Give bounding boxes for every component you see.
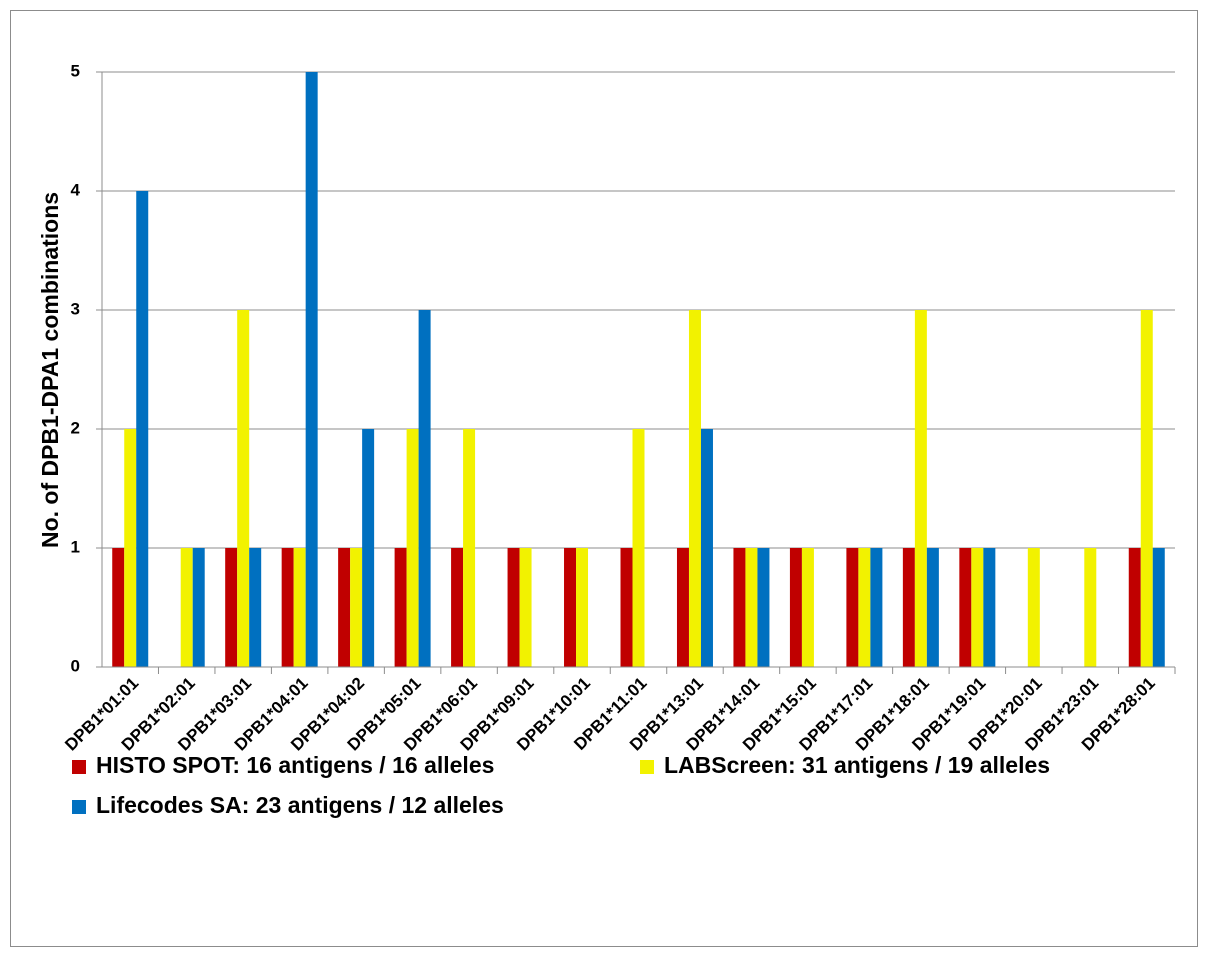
bar bbox=[1152, 548, 1165, 667]
bar bbox=[858, 548, 871, 667]
bar bbox=[576, 548, 589, 667]
legend-label: HISTO SPOT: 16 antigens / 16 alleles bbox=[96, 752, 494, 778]
bar bbox=[180, 548, 193, 667]
bar bbox=[225, 548, 238, 667]
bar bbox=[281, 548, 294, 667]
bar bbox=[926, 548, 939, 667]
bar bbox=[406, 429, 419, 667]
bar bbox=[914, 310, 927, 667]
bar bbox=[305, 72, 318, 667]
bar bbox=[801, 548, 814, 667]
bar bbox=[632, 429, 645, 667]
bar bbox=[237, 310, 250, 667]
bar bbox=[362, 429, 375, 667]
bar bbox=[192, 548, 205, 667]
chart-border bbox=[10, 10, 1198, 947]
legend-swatch bbox=[640, 760, 654, 774]
bar bbox=[846, 548, 859, 667]
bar bbox=[1128, 548, 1141, 667]
bar bbox=[112, 548, 125, 667]
bar bbox=[1084, 548, 1097, 667]
bar bbox=[564, 548, 577, 667]
bar bbox=[870, 548, 883, 667]
bar bbox=[1140, 310, 1153, 667]
legend-swatch bbox=[72, 760, 86, 774]
bar bbox=[451, 548, 464, 667]
legend-swatch bbox=[72, 800, 86, 814]
bar bbox=[902, 548, 915, 667]
bar bbox=[983, 548, 996, 667]
bar bbox=[519, 548, 532, 667]
bar bbox=[971, 548, 984, 667]
bar bbox=[700, 429, 713, 667]
bar bbox=[394, 548, 407, 667]
bar bbox=[463, 429, 476, 667]
y-tick-label: 0 bbox=[71, 656, 80, 675]
bar bbox=[959, 548, 972, 667]
bar bbox=[789, 548, 802, 667]
y-tick-label: 3 bbox=[71, 299, 80, 318]
bar bbox=[676, 548, 689, 667]
bar bbox=[620, 548, 633, 667]
bar bbox=[338, 548, 351, 667]
bar bbox=[124, 429, 137, 667]
bar bbox=[293, 548, 306, 667]
y-tick-label: 1 bbox=[71, 537, 80, 556]
bar bbox=[745, 548, 758, 667]
legend-label: Lifecodes SA: 23 antigens / 12 alleles bbox=[96, 792, 504, 818]
bar bbox=[418, 310, 431, 667]
bar bbox=[507, 548, 520, 667]
bar bbox=[249, 548, 262, 667]
bar bbox=[688, 310, 701, 667]
bar bbox=[350, 548, 363, 667]
bar bbox=[136, 191, 149, 667]
bar bbox=[733, 548, 746, 667]
bar bbox=[757, 548, 770, 667]
bar bbox=[1027, 548, 1040, 667]
legend-label: LABScreen: 31 antigens / 19 alleles bbox=[664, 752, 1050, 778]
y-axis-label: No. of DPB1-DPA1 combinations bbox=[37, 192, 63, 548]
y-tick-label: 5 bbox=[71, 61, 80, 80]
y-tick-label: 2 bbox=[71, 418, 80, 437]
y-tick-label: 4 bbox=[71, 180, 81, 199]
